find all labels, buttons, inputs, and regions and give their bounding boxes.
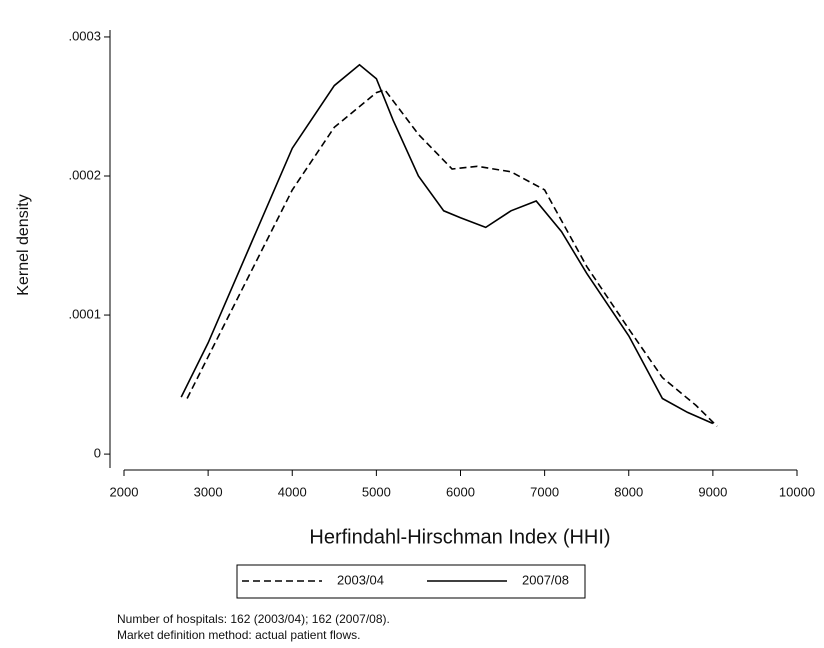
legend-label: 2007/08 bbox=[522, 572, 569, 587]
x-tick-label: 9000 bbox=[698, 484, 727, 499]
note: Number of hospitals: 162 (2003/04); 162 … bbox=[117, 612, 390, 626]
x-tick-label: 8000 bbox=[614, 484, 643, 499]
line bbox=[186, 88, 718, 427]
x-tick-label: 5000 bbox=[362, 484, 391, 499]
note: Market definition method: actual patient… bbox=[117, 628, 360, 642]
y-tick-label: .0001 bbox=[68, 306, 101, 321]
legend-label: 2003/04 bbox=[337, 572, 384, 587]
line bbox=[180, 63, 714, 425]
legend-box bbox=[236, 564, 586, 599]
x-axis-label: Herfindahl-Hirschman Index (HHI) bbox=[309, 526, 610, 548]
y-tick-label: 0 bbox=[94, 446, 101, 461]
x-tick-label: 3000 bbox=[194, 484, 223, 499]
x-tick-label: 10000 bbox=[779, 484, 815, 499]
x-tick-label: 2000 bbox=[110, 484, 139, 499]
y-tick-label: .0002 bbox=[68, 167, 101, 182]
y-axis-label: Kernel density bbox=[15, 194, 32, 295]
x-tick-label: 4000 bbox=[278, 484, 307, 499]
y-tick-label: .0003 bbox=[68, 28, 101, 43]
x-tick-label: 6000 bbox=[446, 484, 475, 499]
x-tick-label: 7000 bbox=[530, 484, 559, 499]
